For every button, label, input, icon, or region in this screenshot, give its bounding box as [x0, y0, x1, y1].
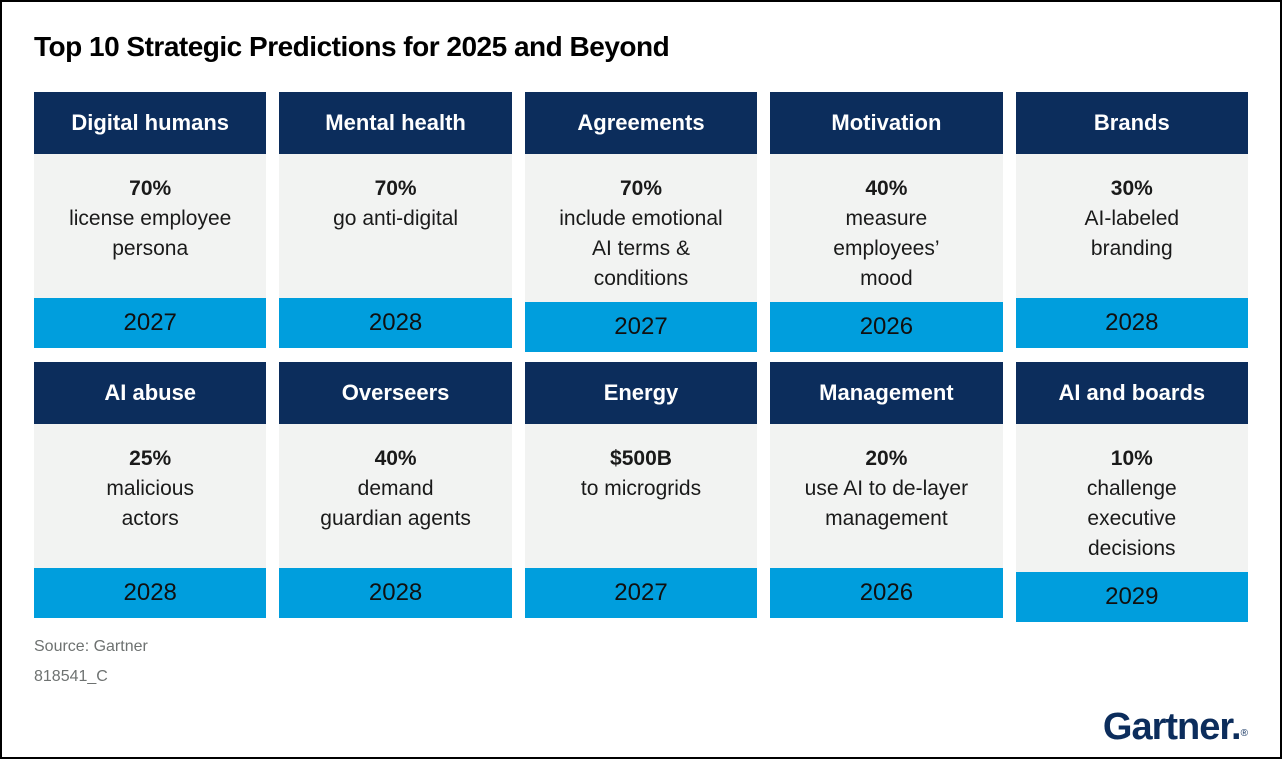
- card-stat: 40%: [374, 447, 417, 470]
- card-year-badge: 2026: [770, 568, 1003, 618]
- card-category-header: Energy: [524, 362, 758, 424]
- card-year-label: 2029: [1105, 583, 1159, 610]
- card-year-label: 2028: [368, 309, 423, 336]
- card-body: $500B to microgrids: [524, 424, 758, 568]
- card-category-label: AI and boards: [1058, 380, 1206, 405]
- card-description: to microgrids: [580, 477, 702, 500]
- card-year-label: 2027: [123, 309, 177, 336]
- source-block: Source: Gartner 818541_C: [34, 636, 1248, 687]
- card-body: 25% malicious actors: [34, 424, 267, 568]
- source-line: Source: Gartner: [34, 638, 148, 655]
- card-stat: 40%: [865, 177, 908, 200]
- card-category-header: AI and boards: [1015, 362, 1248, 424]
- card-year-badge: 2028: [279, 298, 512, 348]
- card-category-label: Digital humans: [71, 110, 230, 135]
- page-title: Top 10 Strategic Predictions for 2025 an…: [34, 31, 670, 62]
- document-id: 818541_C: [34, 668, 108, 685]
- card-year-label: 2028: [1105, 309, 1159, 336]
- card-stat: 25%: [129, 447, 172, 470]
- card-body: 70% go anti-digital: [279, 154, 512, 298]
- card-category-header: Management: [770, 362, 1003, 424]
- prediction-card-brands: Brands 30% AI-labeled branding 2028: [1015, 92, 1248, 348]
- predictions-grid: Digital humans 70% license employee pers…: [34, 92, 1248, 622]
- prediction-card-ai-abuse: AI abuse 25% malicious actors 2028: [34, 362, 267, 618]
- gartner-logo: Gartner.®: [1103, 706, 1248, 749]
- card-stat: 30%: [1110, 177, 1153, 200]
- card-category-header: Mental health: [279, 92, 512, 154]
- prediction-card-agreements: Agreements 70% include emotional AI term…: [524, 92, 758, 352]
- card-category-label: Brands: [1093, 110, 1170, 135]
- prediction-card-energy: Energy $500B to microgrids 2027: [524, 362, 758, 618]
- card-category-label: Motivation: [831, 110, 942, 135]
- card-description: AI-labeled branding: [1084, 207, 1180, 260]
- card-year-label: 2028: [368, 579, 423, 606]
- card-body: 20% use AI to de-layer management: [770, 424, 1003, 568]
- card-category-label: Energy: [603, 380, 679, 405]
- card-description: go anti-digital: [333, 207, 459, 230]
- card-description: malicious actors: [106, 477, 194, 530]
- card-year-badge: 2027: [524, 302, 758, 352]
- card-category-header: Motivation: [770, 92, 1003, 154]
- card-category-header: AI abuse: [34, 362, 267, 424]
- card-body: 70% license employee persona: [34, 154, 267, 298]
- registered-trademark-icon: ®: [1240, 728, 1248, 739]
- card-category-label: AI abuse: [104, 380, 197, 405]
- prediction-card-motivation: Motivation 40% measure employees’ mood 2…: [770, 92, 1003, 352]
- card-year-label: 2027: [614, 579, 668, 606]
- prediction-card-ai-and-boards: AI and boards 10% challenge executive de…: [1015, 362, 1248, 622]
- card-category-header: Digital humans: [34, 92, 267, 154]
- card-category-label: Mental health: [325, 110, 466, 135]
- card-description: license employee persona: [69, 207, 232, 260]
- card-stat: 10%: [1110, 447, 1153, 470]
- card-category-header: Overseers: [279, 362, 512, 424]
- card-stat: 20%: [865, 447, 908, 470]
- prediction-card-overseers: Overseers 40% demand guardian agents 202…: [279, 362, 512, 618]
- card-year-badge: 2029: [1015, 572, 1248, 622]
- card-description: challenge executive decisions: [1086, 477, 1177, 560]
- card-year-badge: 2026: [770, 302, 1003, 352]
- card-body: 30% AI-labeled branding: [1015, 154, 1248, 298]
- card-year-badge: 2028: [279, 568, 512, 618]
- card-category-label: Agreements: [577, 110, 705, 135]
- prediction-card-digital-humans: Digital humans 70% license employee pers…: [34, 92, 267, 348]
- card-description: include emotional AI terms & conditions: [559, 207, 723, 290]
- card-category-label: Management: [819, 380, 954, 405]
- card-category-header: Brands: [1015, 92, 1248, 154]
- card-body: 10% challenge executive decisions: [1015, 424, 1248, 572]
- prediction-card-management: Management 20% use AI to de-layer manage…: [770, 362, 1003, 618]
- card-stat: 70%: [374, 177, 417, 200]
- card-description: measure employees’ mood: [833, 207, 940, 290]
- gartner-logo-text: Gartner.: [1102, 706, 1242, 748]
- card-year-label: 2027: [614, 313, 668, 340]
- card-stat: 70%: [619, 177, 662, 200]
- card-stat: $500B: [610, 447, 672, 470]
- card-body: 40% demand guardian agents: [279, 424, 512, 568]
- card-year-label: 2026: [859, 579, 914, 606]
- card-description: use AI to de-layer management: [804, 477, 969, 530]
- card-body: 70% include emotional AI terms & conditi…: [524, 154, 758, 302]
- card-stat: 70%: [129, 177, 172, 200]
- card-category-label: Overseers: [341, 380, 450, 405]
- card-year-label: 2026: [859, 313, 914, 340]
- card-category-header: Agreements: [524, 92, 758, 154]
- prediction-card-mental-health: Mental health 70% go anti-digital 2028: [279, 92, 512, 348]
- card-description: demand guardian agents: [320, 477, 471, 530]
- card-year-badge: 2027: [524, 568, 758, 618]
- card-year-badge: 2027: [34, 298, 267, 348]
- card-body: 40% measure employees’ mood: [770, 154, 1003, 302]
- card-year-badge: 2028: [1015, 298, 1248, 348]
- card-year-label: 2028: [123, 579, 177, 606]
- card-year-badge: 2028: [34, 568, 267, 618]
